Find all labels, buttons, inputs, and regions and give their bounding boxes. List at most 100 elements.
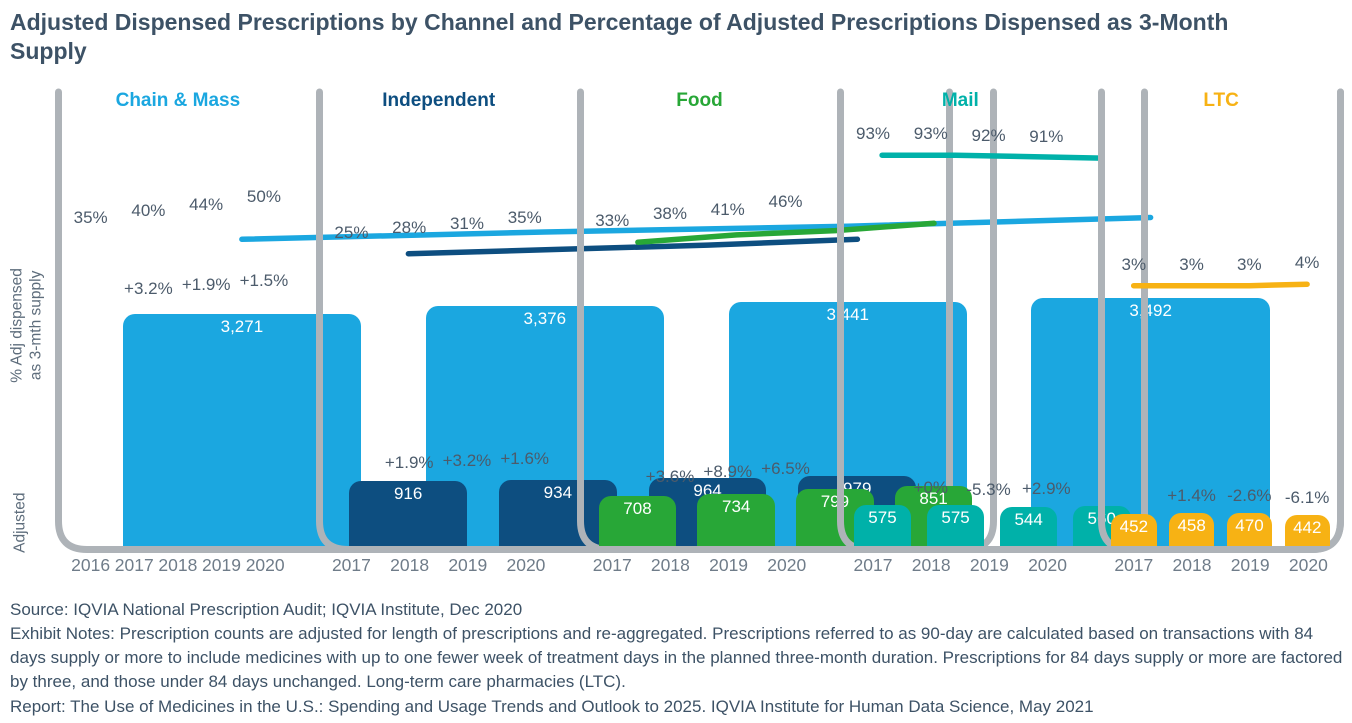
year-label-2017: 2017 <box>1114 555 1154 575</box>
line-pct-label: 91% <box>1029 127 1064 147</box>
bar-2018: 734 <box>697 493 776 546</box>
line-pct-label: 93% <box>856 124 891 144</box>
bar-value-label: 452 <box>1119 516 1149 536</box>
bar-2020: 3,492 <box>1031 298 1270 546</box>
footer-notes: Source: IQVIA National Prescription Audi… <box>10 598 1346 719</box>
growth-label: +8.9% <box>703 462 753 482</box>
year-label-2020: 2020 <box>1028 555 1068 575</box>
year-label-2018: 2018 <box>650 555 690 575</box>
bar-value-label: 470 <box>1235 515 1264 535</box>
trend-line <box>405 236 860 257</box>
bar-value-label: 3,492 <box>1129 301 1172 321</box>
line-pct-label: 33% <box>595 211 630 231</box>
line-pct-label: 3% <box>1237 254 1262 274</box>
page-title: Adjusted Dispensed Prescriptions by Chan… <box>10 9 1229 65</box>
year-label-2018: 2018 <box>390 555 430 575</box>
year-label-2018: 2018 <box>911 555 951 575</box>
bar-2018: 458 <box>1168 513 1215 546</box>
bar-2019: 544 <box>999 507 1058 546</box>
growth-label: -2.6% <box>1227 485 1272 505</box>
year-label-2017: 2017 <box>853 555 893 575</box>
panel-title: Independent <box>382 90 496 111</box>
bar-2018: 575 <box>926 505 985 546</box>
bar-2017: 575 <box>853 505 912 546</box>
growth-label: +2.9% <box>1021 479 1071 499</box>
line-pct-label: 35% <box>507 208 542 228</box>
year-label-2017: 2017 <box>331 555 371 575</box>
line-pct-label: 38% <box>652 203 687 223</box>
growth-label: +1.6% <box>500 449 550 469</box>
line-pct-label: 3% <box>1121 254 1147 274</box>
y-axis-label-adjusted: Adjusted <box>11 492 29 553</box>
bar-value-label: 708 <box>623 498 652 518</box>
growth-label: +1.5% <box>239 271 289 291</box>
growth-label: +0% <box>913 478 949 498</box>
line-pct-label: 50% <box>246 186 281 206</box>
bar-2018: 934 <box>498 479 617 546</box>
bar-value-label: 575 <box>941 508 970 528</box>
growth-label: -5.3% <box>966 480 1011 500</box>
year-label-2019: 2019 <box>969 555 1009 575</box>
bar-2020: 442 <box>1284 514 1331 546</box>
bar-2017: 916 <box>349 480 468 546</box>
bar-value-label: 3,441 <box>826 304 869 324</box>
bar-value-label: 934 <box>543 482 573 502</box>
bar-value-label: 3,376 <box>523 309 567 329</box>
channel-panel-chain-mass: Chain & Mass 35% 40% 44% 50% 3,271 3,376 +3.2% 3… <box>55 88 1344 580</box>
bar-value-label: 734 <box>722 496 751 516</box>
bar-value-label: 575 <box>868 508 897 528</box>
line-pct-label: 40% <box>131 201 166 220</box>
y-axis-label-line2: as 3-mth supply <box>28 270 45 381</box>
line-pct-label: 28% <box>392 218 427 238</box>
panel-title: Mail <box>941 90 979 111</box>
year-label-2016: 2016 <box>71 555 111 575</box>
bar-2017: 452 <box>1111 513 1157 546</box>
growth-label: +3.2% <box>442 450 492 470</box>
growth-label: -6.1% <box>1284 487 1330 507</box>
exhibit-notes-line: Exhibit Notes: Prescription counts are a… <box>10 624 1343 692</box>
bar-value-label: 458 <box>1177 516 1206 536</box>
bar-value-label: 3,271 <box>220 316 264 336</box>
panel-bracket <box>576 88 997 553</box>
year-label-2019: 2019 <box>202 555 241 575</box>
trend-line <box>634 220 937 245</box>
trend-line <box>1131 281 1311 289</box>
line-pct-label: 4% <box>1294 253 1320 273</box>
growth-label: +1.9% <box>384 452 434 472</box>
bar-value-label: 916 <box>393 483 423 503</box>
chart-area: % Adj dispensed as 3-mth supply Adjusted… <box>0 88 1352 580</box>
trend-line <box>239 214 1154 243</box>
year-label-2017: 2017 <box>114 555 154 575</box>
y-axis-label-percent-supply: % Adj dispensed as 3-mth supply <box>8 215 47 435</box>
line-pct-label: 31% <box>449 214 484 234</box>
channel-panel-food: Food 33% 38% 41% 46% 708 734 +3.6% 799 +8.9% 851 +6… <box>576 88 997 580</box>
year-label-2018: 2018 <box>1172 555 1212 575</box>
trend-line <box>879 152 1105 161</box>
line-pct-label: 35% <box>73 208 108 228</box>
year-label-2020: 2020 <box>245 555 285 575</box>
line-pct-label: 3% <box>1179 254 1204 274</box>
y-axis-label-line1: % Adj dispensed <box>8 268 26 383</box>
year-label-2019: 2019 <box>709 555 749 575</box>
report-line: Report: The Use of Medicines in the U.S.… <box>10 696 1094 716</box>
panels: Chain & Mass 35% 40% 44% 50% 3,271 3,376 +3.2% 3… <box>55 88 1345 580</box>
year-label-2020: 2020 <box>767 555 807 575</box>
line-pct-label: 92% <box>971 125 1006 145</box>
growth-label: +6.5% <box>761 458 810 478</box>
panel-bracket <box>1098 88 1345 553</box>
channel-panel-mail: Mail 93% 93% 92% 91% 575 575 +0% 544 -5.3% 560 +2.9… <box>837 88 1149 580</box>
panel-title: Food <box>676 90 723 111</box>
bar-value-label: 442 <box>1293 517 1322 537</box>
year-label-2019: 2019 <box>448 555 488 575</box>
year-label-2019: 2019 <box>1230 555 1270 575</box>
bar-value-label: 851 <box>919 488 948 508</box>
growth-label: +3.2% <box>124 279 173 299</box>
channel-panel-independent: Independent 25% 28% 31% 35% 916 934 +1.9% 964 +3.… <box>315 88 953 580</box>
line-pct-label: 25% <box>334 222 369 242</box>
channel-panel-ltc: LTC 3% 3% 3% 4% 452 458 +1.4% 470 -2.6% 442 -6.1% 20… <box>1098 88 1345 580</box>
year-label-2018: 2018 <box>158 555 198 575</box>
growth-label: +1.4% <box>1167 486 1216 506</box>
growth-label: +1.9% <box>181 274 231 294</box>
bar-2019: 470 <box>1226 512 1273 546</box>
line-pct-label: 46% <box>768 192 803 212</box>
